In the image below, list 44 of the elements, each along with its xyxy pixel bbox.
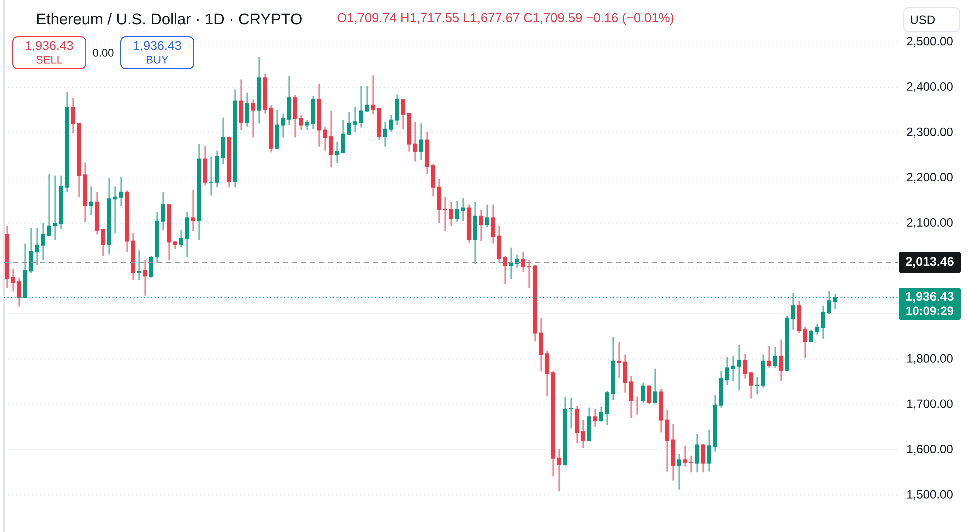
annotation: 1,936.43: [134, 41, 182, 52]
candlestick: [695, 434, 700, 474]
candlestick: [593, 408, 598, 428]
text: Ethereum / U.S. Dollar · 1D · CRYPTO: [37, 13, 302, 25]
y-tick-label: 2,300.00: [907, 128, 953, 138]
y-tick-label: 2,400.00: [907, 82, 953, 92]
candlestick: [653, 368, 658, 404]
candlestick: [485, 204, 490, 228]
annotation: 1,936.43: [26, 41, 74, 52]
annotation: 0.00: [93, 49, 114, 57]
candlestick: [191, 189, 196, 232]
candlestick: [779, 339, 784, 382]
candlestick: [449, 202, 454, 227]
candlestick: [137, 250, 142, 281]
candlestick: [773, 346, 778, 368]
candlestick: [641, 382, 646, 404]
y-tick-label: 2,500.00: [907, 37, 953, 48]
text: USD: [911, 16, 935, 24]
annotation: SELL: [36, 56, 63, 64]
candlestick: [419, 123, 424, 160]
candlestick: [239, 79, 244, 131]
y-tick-label: 2,200.00: [907, 173, 953, 184]
y-tick-label: 1,600.00: [908, 445, 953, 455]
candlestick: [767, 346, 772, 368]
candlestick: [245, 92, 250, 128]
candlestick: [569, 397, 574, 430]
text: 10:09:29: [906, 306, 954, 316]
annotation: BUY: [147, 56, 169, 64]
candlestick: [479, 209, 484, 242]
candlestick: [89, 186, 94, 216]
candlestick: [647, 385, 652, 405]
candlestick: [203, 145, 208, 186]
ref-line-label: 2,013.46: [906, 257, 954, 268]
y-tick-label: 2,100.00: [907, 218, 953, 228]
y-tick-label: 1,700.00: [908, 400, 953, 410]
candlestick: [251, 99, 256, 138]
candlestick: [701, 444, 706, 474]
candlestick: [677, 454, 682, 490]
y-tick-label: 1,500.00: [908, 490, 953, 500]
annotation: O1,709.74 H1,717.55 L1,677.67 C1,709.59 −0.16 (−0.01%): [338, 13, 674, 25]
y-tick-label: 1,800.00: [908, 354, 953, 364]
candlestick: [143, 260, 148, 296]
candlestick: [521, 251, 526, 272]
ref-line-label: 1,936.43: [906, 292, 954, 303]
